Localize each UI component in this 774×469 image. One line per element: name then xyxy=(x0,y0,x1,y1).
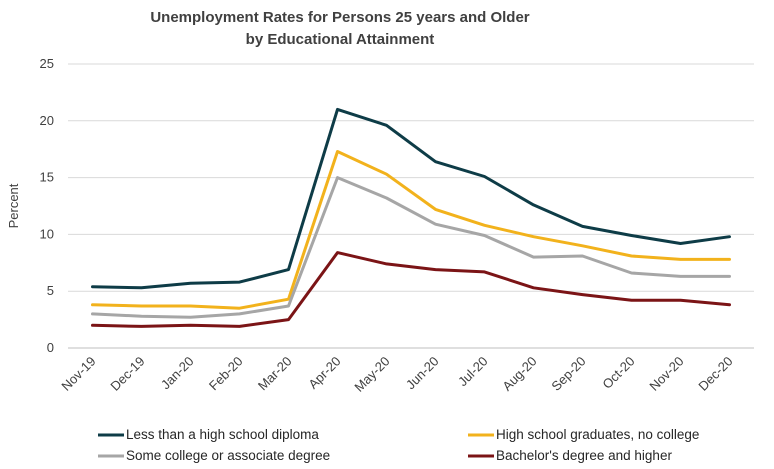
legend-label: Bachelor's degree and higher xyxy=(496,448,672,463)
series-line-2 xyxy=(91,176,731,319)
x-tick-label: Aug-20 xyxy=(499,354,539,394)
x-tick-label: Jun-20 xyxy=(403,354,442,393)
series-line-3 xyxy=(91,251,731,328)
legend-label: Less than a high school diploma xyxy=(126,427,319,442)
legend-label: High school graduates, no college xyxy=(496,427,699,442)
y-tick-label: 15 xyxy=(40,170,54,185)
x-tick-label: Dec-19 xyxy=(107,354,147,394)
y-tick-label: 10 xyxy=(40,226,54,241)
gridlines xyxy=(68,63,754,349)
y-axis-label: Percent xyxy=(6,183,21,228)
x-tick-label: Sep-20 xyxy=(548,354,588,394)
legend-label: Some college or associate degree xyxy=(126,448,330,463)
chart-subtitle: by Educational Attainment xyxy=(246,31,435,48)
x-tick-label: Feb-20 xyxy=(206,354,246,394)
legend: Less than a high school diploma High scho… xyxy=(98,427,699,463)
x-tick-label: Jul-20 xyxy=(455,354,491,390)
series-line-1 xyxy=(91,150,731,310)
y-tick-label: 5 xyxy=(47,283,54,298)
y-tick-label: 25 xyxy=(40,56,54,71)
x-tick-label: Mar-20 xyxy=(255,354,295,394)
x-tick-label: Nov-20 xyxy=(646,354,686,394)
x-tick-label: Oct-20 xyxy=(599,354,637,392)
y-tick-label: 0 xyxy=(47,340,54,355)
series-line-0 xyxy=(91,107,731,290)
x-tick-label: Jan-20 xyxy=(158,354,197,393)
x-tick-label: Apr-20 xyxy=(305,354,343,392)
x-tick-label: Nov-19 xyxy=(58,354,98,394)
y-tick-labels: 0 5 10 15 20 25 xyxy=(40,56,54,355)
chart-title: Unemployment Rates for Persons 25 years … xyxy=(150,9,529,26)
series-lines xyxy=(91,107,731,328)
x-tick-label: Dec-20 xyxy=(695,354,735,394)
x-tick-label: May-20 xyxy=(351,354,392,395)
y-tick-label: 20 xyxy=(40,113,54,128)
x-tick-labels: Nov-19 Dec-19 Jan-20 Feb-20 Mar-20 Apr-20 May-… xyxy=(58,354,735,395)
